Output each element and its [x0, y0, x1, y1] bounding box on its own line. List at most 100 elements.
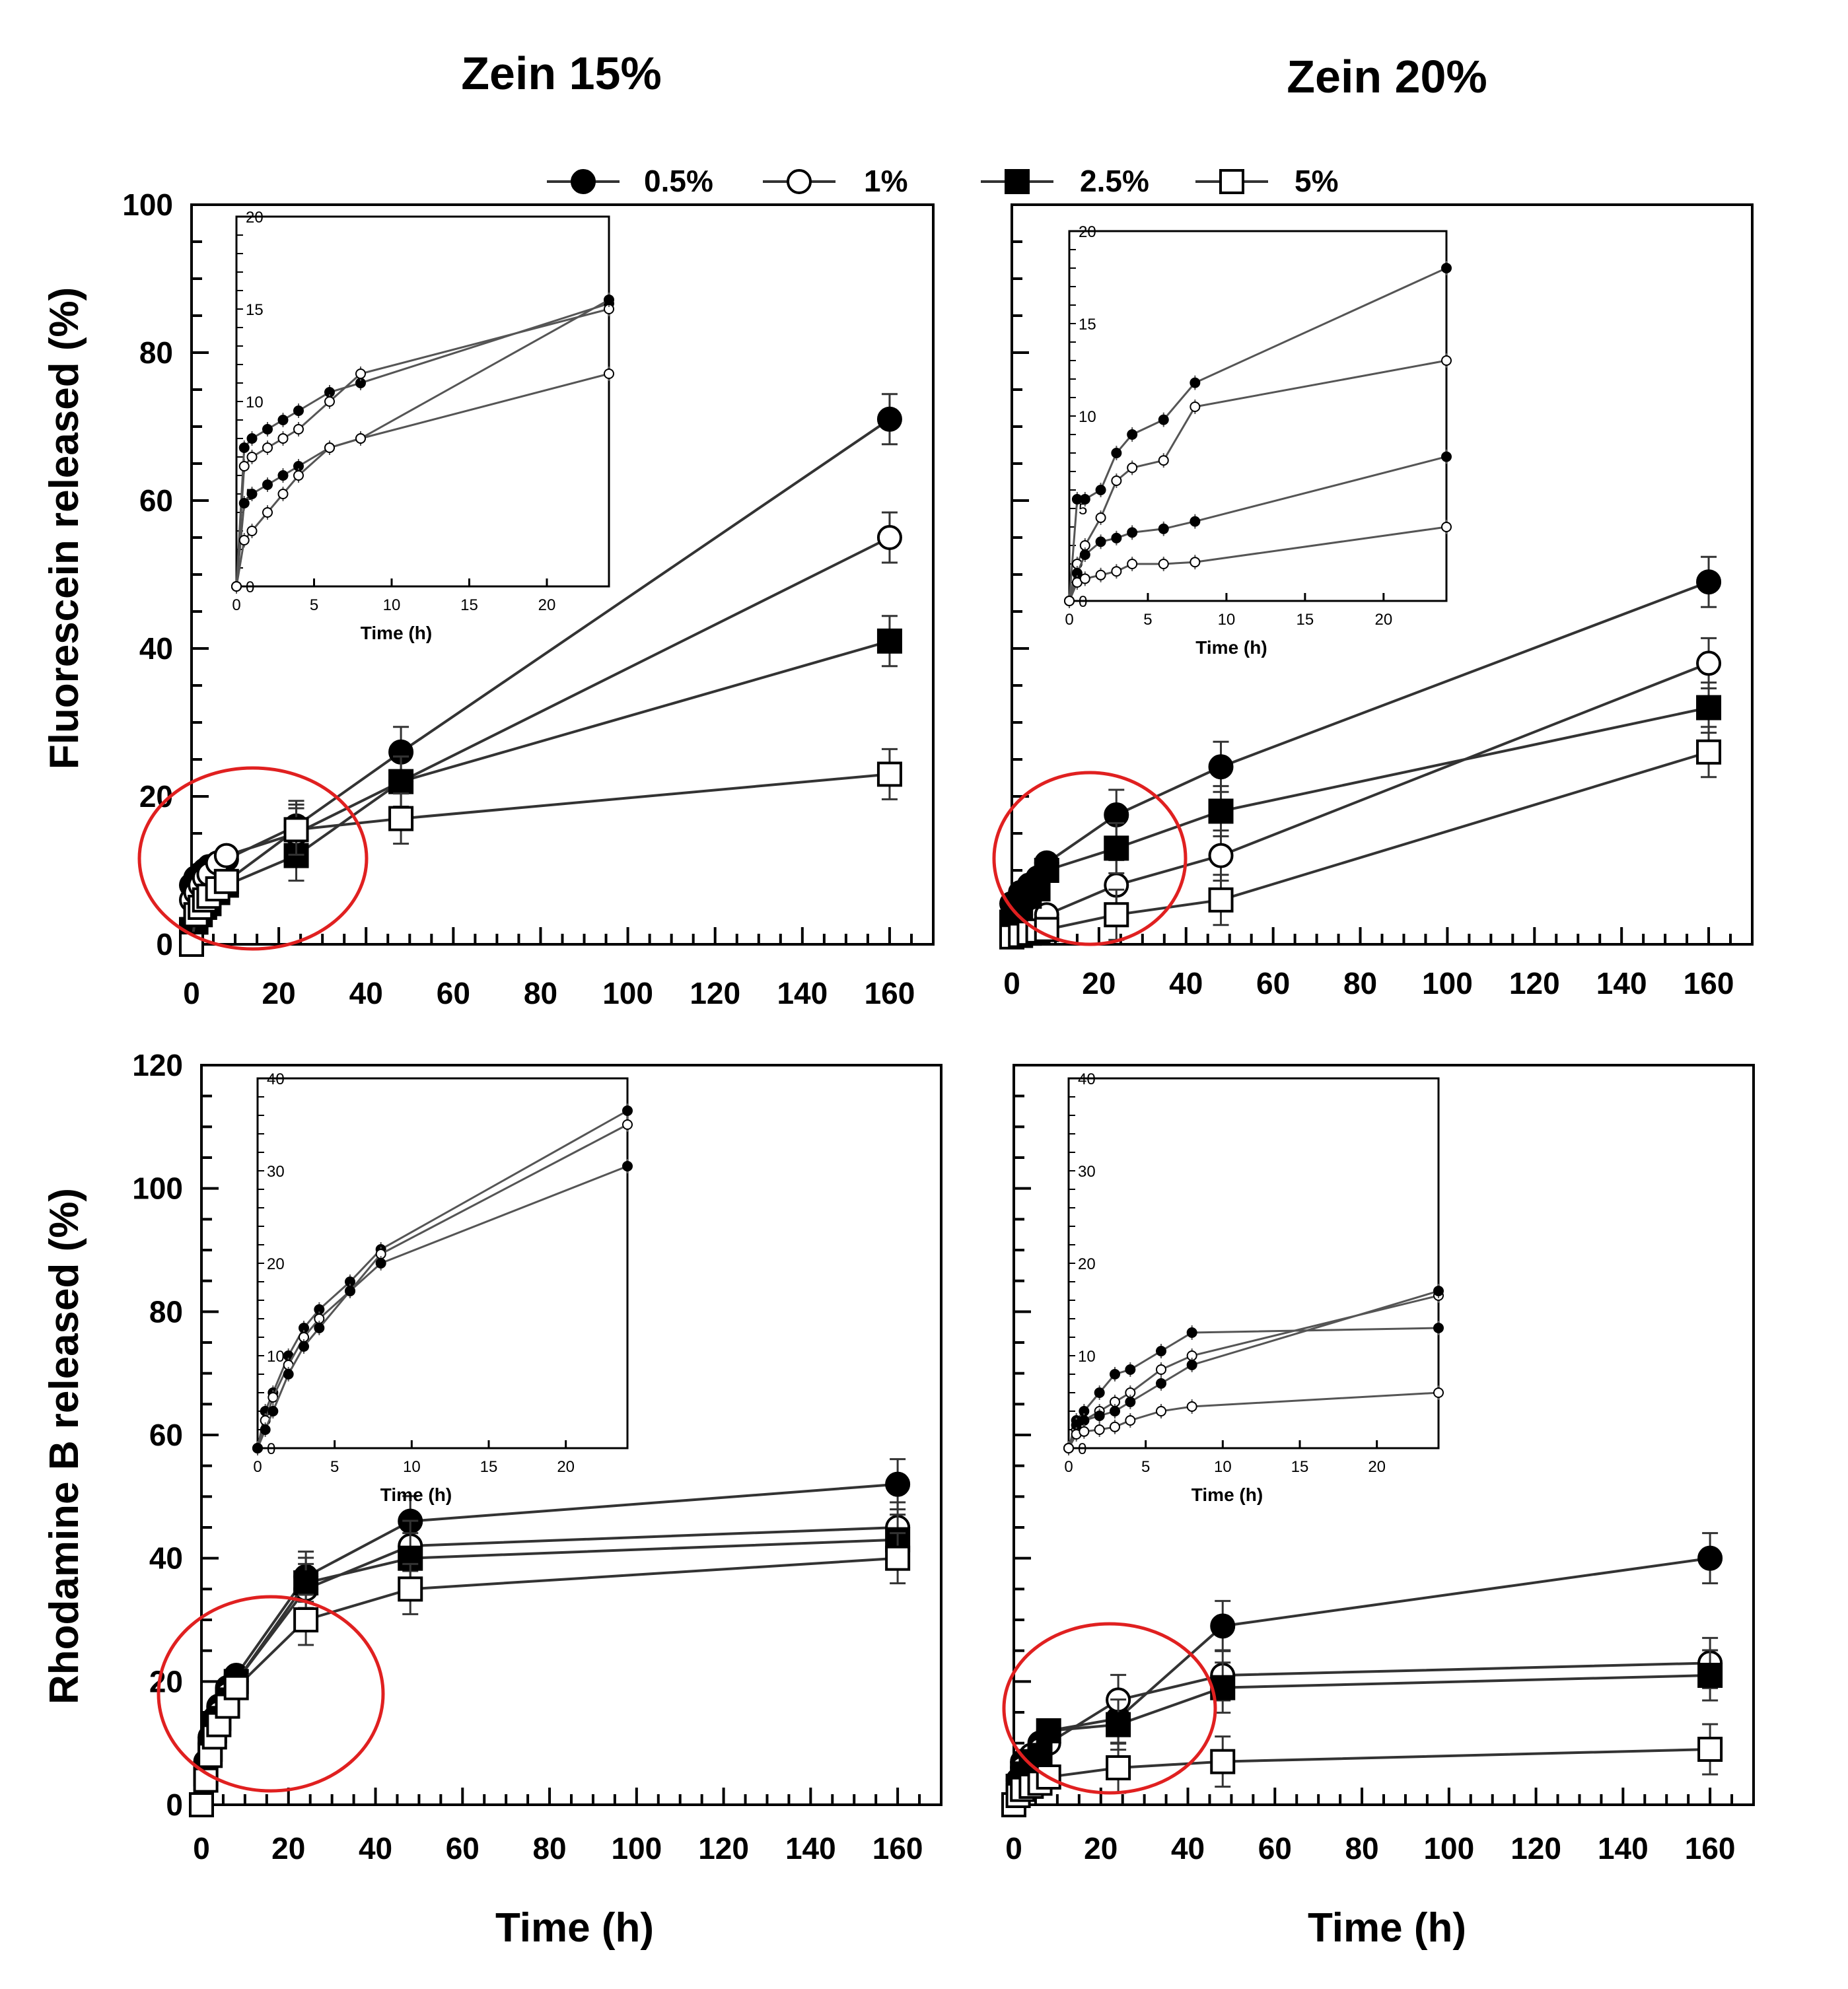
data-point-1%	[1208, 843, 1234, 868]
inset-data-point	[1441, 263, 1452, 273]
inset-data-point	[238, 461, 250, 471]
x-tick-label: 60	[446, 1831, 480, 1866]
x-tick-label: 100	[602, 976, 653, 1010]
xlabel-left: Time (h)	[495, 1905, 654, 1951]
data-point-0.5%	[1696, 569, 1722, 595]
y-tick-label: 0	[166, 1788, 183, 1822]
x-tick-label: 40	[349, 976, 383, 1010]
inset-data-point	[1158, 523, 1169, 534]
x-tick-label: 100	[1422, 966, 1473, 1000]
data-point-0.5%	[876, 406, 902, 432]
x-tick-label: 140	[1598, 1831, 1649, 1866]
inset-xlabel: Time (h)	[1195, 637, 1267, 658]
data-point-1%	[1696, 650, 1722, 676]
inset-data-point	[299, 1341, 309, 1352]
x-tick-label: 20	[1082, 966, 1116, 1000]
legend-label-1: 1%	[864, 164, 907, 198]
inset-data-point	[1111, 475, 1122, 486]
x-tick-label: 0	[1005, 1831, 1022, 1866]
inset-data-point	[238, 535, 250, 545]
y-tick-label: 80	[149, 1294, 183, 1329]
inset-data-point	[283, 1369, 294, 1379]
inset-x-tick-label: 15	[1291, 1458, 1309, 1476]
inset-data-point	[1125, 1397, 1136, 1407]
legend-label-5: 5%	[1295, 164, 1338, 198]
y-tick-label: 20	[139, 779, 173, 814]
inset-data-point	[1127, 429, 1138, 440]
data-point-2.5%	[1208, 798, 1234, 824]
data-point-2.5%	[1034, 858, 1059, 883]
inset-data-point	[1158, 455, 1169, 466]
inset-data-point	[1127, 559, 1138, 569]
inset-y-tick-label: 0	[1079, 593, 1087, 611]
x-tick-label: 60	[1258, 1831, 1292, 1866]
x-tick-label: 80	[532, 1831, 566, 1866]
y-tick-label: 40	[149, 1541, 183, 1576]
ylabel-top: Fluorescein released (%)	[42, 287, 87, 770]
x-tick-label: 100	[611, 1831, 662, 1866]
inset-x-tick-label: 5	[1143, 611, 1152, 629]
inset-x-tick-label: 15	[480, 1458, 498, 1476]
inset-data-point	[604, 368, 614, 379]
inset-data-point	[1079, 1415, 1090, 1426]
data-point-5%	[1104, 902, 1129, 928]
inset-data-point	[1110, 1406, 1120, 1416]
inset-frame	[256, 1077, 629, 1449]
inset-data-point	[1186, 1327, 1197, 1338]
inset-y-tick-label: 10	[1078, 1348, 1096, 1366]
legend-label-2.5: 2.5%	[1080, 164, 1149, 198]
highlight-circle	[992, 771, 1188, 946]
inset-x-tick-label: 10	[1214, 1458, 1232, 1476]
inset-x-tick-label: 5	[310, 596, 318, 614]
x-tick-label: 140	[777, 976, 828, 1010]
data-point-2.5%	[1036, 1718, 1061, 1743]
inset-data-point	[622, 1105, 633, 1116]
inset-data-point	[293, 470, 304, 481]
inset-x-tick-label: 10	[383, 596, 401, 614]
y-tick-label: 20	[149, 1664, 183, 1698]
inset-data-point	[1110, 1421, 1120, 1432]
inset-data-point	[1064, 596, 1075, 606]
inset-data-point	[260, 1424, 271, 1435]
data-point-5%	[1208, 887, 1234, 913]
legend-marker-1%	[787, 169, 812, 194]
inset-data-point	[1095, 485, 1106, 495]
inset-data-point	[1094, 1387, 1105, 1398]
inset-data-point	[231, 581, 242, 592]
inset-y-tick-label: 0	[1078, 1440, 1086, 1458]
inset-data-point	[1158, 559, 1169, 569]
legend-marker-0.5%	[571, 169, 596, 194]
x-tick-label: 100	[1423, 1831, 1474, 1866]
x-tick-label: 160	[1684, 966, 1734, 1000]
inset-data-point	[1111, 448, 1122, 458]
inset-data-point	[1127, 462, 1138, 473]
inset-x-tick-label: 0	[253, 1458, 262, 1476]
inset-data-point	[1094, 1424, 1105, 1435]
inset-data-point	[238, 498, 250, 508]
x-tick-label: 80	[1345, 1831, 1378, 1866]
inset-y-tick-label: 30	[1078, 1163, 1096, 1181]
inset-y-tick-label: 10	[267, 1348, 285, 1366]
x-tick-label: 160	[1685, 1831, 1736, 1866]
x-tick-label: 20	[262, 976, 296, 1010]
inset-data-point	[1110, 1369, 1120, 1379]
highlight-circle	[157, 1595, 385, 1793]
panel-3: 0 20 40 60 80 100 120 140 160 0 5 10 15 20 0 10 20 30 40 Ti…	[1001, 1064, 1755, 1866]
x-tick-label: 40	[1169, 966, 1203, 1000]
data-point-1%	[876, 525, 902, 550]
inset-data-point	[324, 396, 335, 407]
inset-frame	[235, 215, 610, 588]
x-tick-label: 20	[271, 1831, 305, 1866]
inset-data-point	[246, 526, 258, 536]
data-point-0.5%	[1210, 1613, 1236, 1639]
inset-data-point	[1125, 1415, 1136, 1426]
legend-label-0.5: 0.5%	[644, 164, 713, 198]
inset-data-point	[1127, 527, 1138, 538]
inset-data-point	[293, 405, 304, 416]
legend-marker-5%	[1219, 169, 1244, 194]
x-tick-label: 120	[1509, 966, 1560, 1000]
inset-data-point	[1095, 512, 1106, 523]
inset-y-tick-label: 40	[267, 1070, 285, 1088]
